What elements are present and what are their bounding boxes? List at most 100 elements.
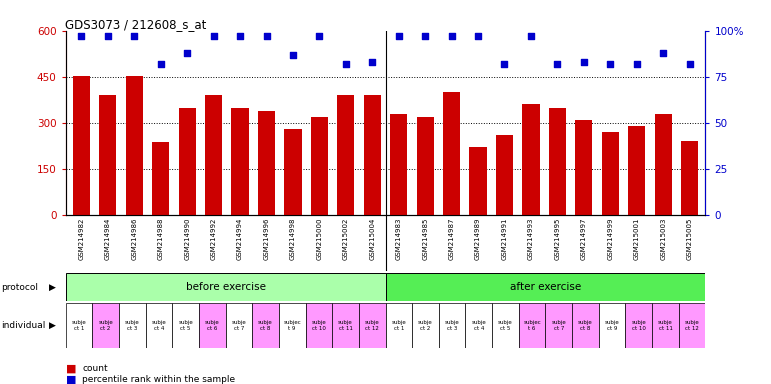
Text: subje
ct 10: subje ct 10 [311, 320, 326, 331]
Bar [572, 303, 599, 348]
Text: subje
ct 9: subje ct 9 [604, 320, 620, 331]
Bar [496, 135, 513, 215]
Bar [126, 76, 143, 215]
Text: GSM214992: GSM214992 [210, 218, 217, 260]
Text: GSM214993: GSM214993 [528, 218, 534, 260]
Bar [466, 303, 492, 348]
Point [366, 59, 379, 65]
Text: GSM214986: GSM214986 [131, 218, 137, 260]
Text: subje
ct 10: subje ct 10 [631, 320, 646, 331]
Text: subje
ct 1: subje ct 1 [392, 320, 406, 331]
Text: GSM214985: GSM214985 [423, 218, 428, 260]
Bar [305, 303, 332, 348]
Point [207, 33, 220, 39]
Point [76, 33, 88, 39]
Text: GSM214998: GSM214998 [290, 218, 296, 260]
Bar [439, 303, 466, 348]
Text: subjec
t 9: subjec t 9 [283, 320, 301, 331]
Bar [412, 303, 439, 348]
Text: GSM215001: GSM215001 [634, 218, 640, 260]
Point [419, 33, 431, 39]
Bar [152, 142, 170, 215]
Text: subje
ct 7: subje ct 7 [231, 320, 246, 331]
Point [234, 33, 246, 39]
Text: subje
ct 6: subje ct 6 [205, 320, 220, 331]
Text: subje
ct 8: subje ct 8 [258, 320, 273, 331]
Bar [386, 273, 705, 301]
Point [683, 61, 695, 67]
Bar [443, 92, 460, 215]
Bar [628, 126, 645, 215]
Bar [681, 141, 699, 215]
Text: GSM214999: GSM214999 [608, 218, 613, 260]
Point [551, 61, 564, 67]
Bar [93, 303, 119, 348]
Text: GSM214988: GSM214988 [158, 218, 163, 260]
Bar [226, 303, 252, 348]
Text: individual: individual [1, 321, 45, 330]
Bar [545, 303, 572, 348]
Text: GSM214987: GSM214987 [449, 218, 455, 260]
Point [577, 59, 590, 65]
Bar [492, 303, 519, 348]
Text: GSM215003: GSM215003 [660, 218, 666, 260]
Text: GSM214982: GSM214982 [79, 218, 84, 260]
Point [102, 33, 114, 39]
Bar [386, 303, 412, 348]
Text: subje
ct 5: subje ct 5 [178, 320, 193, 331]
Text: GSM214997: GSM214997 [581, 218, 587, 260]
Text: ■: ■ [66, 374, 76, 384]
Text: subje
ct 12: subje ct 12 [685, 320, 699, 331]
Bar [364, 95, 381, 215]
Text: GSM214991: GSM214991 [501, 218, 507, 260]
Text: subje
ct 2: subje ct 2 [418, 320, 433, 331]
Point [392, 33, 405, 39]
Text: subje
ct 4: subje ct 4 [151, 320, 167, 331]
Bar [390, 114, 407, 215]
Text: GSM215002: GSM215002 [343, 218, 348, 260]
Text: GSM214990: GSM214990 [184, 218, 190, 260]
Point [604, 61, 617, 67]
Text: before exercise: before exercise [186, 282, 265, 292]
Bar [311, 117, 328, 215]
Bar [655, 114, 672, 215]
Bar [337, 95, 355, 215]
Text: GSM215000: GSM215000 [316, 218, 322, 260]
Text: ▶: ▶ [49, 321, 56, 330]
Bar [519, 303, 546, 348]
Bar [72, 76, 90, 215]
Text: subje
ct 3: subje ct 3 [125, 320, 140, 331]
Text: subje
ct 4: subje ct 4 [471, 320, 487, 331]
Bar [66, 273, 386, 301]
Bar [470, 147, 487, 215]
Point [181, 50, 194, 56]
Bar [359, 303, 386, 348]
Point [261, 33, 273, 39]
Bar [678, 303, 705, 348]
Bar [205, 95, 222, 215]
Bar [416, 117, 434, 215]
Bar [119, 303, 146, 348]
Bar [146, 303, 172, 348]
Bar [575, 120, 592, 215]
Text: subjec
t 6: subjec t 6 [524, 320, 541, 331]
Text: percentile rank within the sample: percentile rank within the sample [82, 375, 236, 384]
Point [631, 61, 643, 67]
Bar [258, 111, 275, 215]
Text: subje
ct 11: subje ct 11 [338, 320, 353, 331]
Point [525, 33, 537, 39]
Text: after exercise: after exercise [510, 282, 581, 292]
Bar [652, 303, 678, 348]
Text: subje
ct 7: subje ct 7 [551, 320, 566, 331]
Bar [179, 108, 196, 215]
Text: GDS3073 / 212608_s_at: GDS3073 / 212608_s_at [65, 18, 207, 31]
Text: GSM214984: GSM214984 [105, 218, 111, 260]
Text: GSM215005: GSM215005 [687, 218, 692, 260]
Point [446, 33, 458, 39]
Text: subje
ct 11: subje ct 11 [658, 320, 673, 331]
Text: count: count [82, 364, 108, 373]
Point [340, 61, 352, 67]
Bar [252, 303, 279, 348]
Bar [66, 303, 93, 348]
Bar [231, 108, 249, 215]
